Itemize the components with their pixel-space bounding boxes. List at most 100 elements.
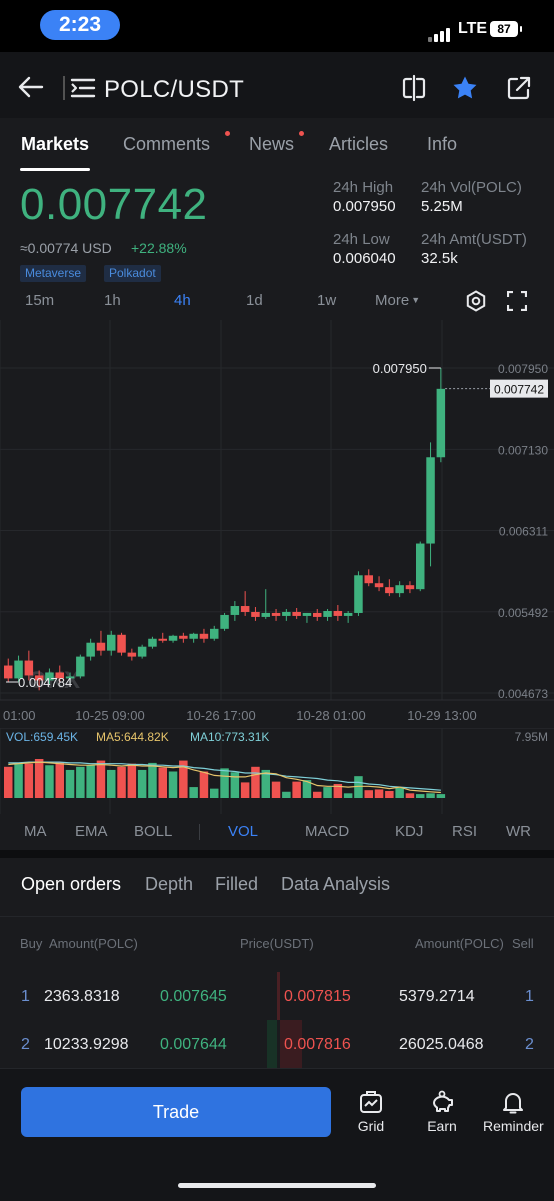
high-marker-label: 0.007950 [373,361,427,376]
grid-button[interactable]: Grid [341,1089,401,1134]
tab-comments[interactable]: Comments [123,134,211,154]
indicator-rsi[interactable]: RSI [452,823,478,840]
sidebar-menu-icon[interactable] [62,74,96,102]
candle-body [127,652,137,657]
tag-polkadot[interactable]: Polkadot [104,265,161,282]
volume-bar [343,793,353,798]
candle-body [282,611,291,616]
candle-body [24,660,34,676]
ob-bid-amount[interactable]: 10233.9298 [44,1036,129,1053]
indicator-wr[interactable]: WR [506,823,531,840]
price-usd: ≈0.00774 USD [20,240,112,256]
reminder-button[interactable]: Reminder [483,1089,544,1134]
volume-bar [354,776,363,798]
candle-body [86,642,95,657]
ob-row-index: 1 [21,988,30,1005]
candle-body [333,610,343,616]
volume-bar [14,762,23,798]
volume-bar [137,769,147,798]
candle-body [405,585,415,590]
network-label: LTE [458,20,488,37]
ma5-label: MA5:644.82K [96,730,169,744]
tab-filled[interactable]: Filled [215,874,259,894]
interval-1h[interactable]: 1h [104,292,121,309]
tab-info[interactable]: Info [427,134,458,154]
candle-body [323,610,332,617]
candle-body [313,612,322,617]
candle-body [230,606,240,615]
compare-icon[interactable] [400,74,428,102]
interval-15m[interactable]: 15m [25,292,55,309]
tab-depth[interactable]: Depth [145,874,194,894]
tab-articles[interactable]: Articles [329,134,389,154]
ob-bid-amount[interactable]: 2363.8318 [44,988,120,1005]
ob-bid-price[interactable]: 0.007645 [160,988,227,1005]
tab-markets[interactable]: Markets [21,134,90,154]
candle-body [158,638,167,641]
indicator-boll[interactable]: BOLL [134,823,173,840]
volume-bar [158,767,167,798]
candle-body [210,628,219,639]
vol-value-label: VOL:659.45K [6,730,78,744]
y-tick-label: 0.005492 [498,606,548,620]
x-tick-label: 01:00 [3,708,36,723]
main-tabs: Markets Comments News Articles Info [0,118,554,174]
candle-body [416,543,425,590]
volume-bar [395,787,404,798]
battery-icon: 87 [490,21,522,37]
ob-ask-price[interactable]: 0.007816 [284,1036,351,1053]
candle-body [251,611,260,617]
indicator-ma[interactable]: MA [24,823,47,840]
candle-body [292,611,301,616]
x-tick-label: 10-28 01:00 [296,708,365,723]
fullscreen-icon[interactable] [507,291,527,311]
amount-label: 24h Amt(USDT) [421,231,527,248]
earn-button[interactable]: Earn [412,1089,472,1134]
volume-bar [65,769,75,798]
ob-ask-amount[interactable]: 26025.0468 [399,1036,484,1053]
indicator-kdj[interactable]: KDJ [395,823,424,840]
volume-max-label: 7.95M [515,730,548,744]
star-icon[interactable] [451,74,479,102]
chart-settings-icon[interactable] [465,290,487,312]
volume-bar [210,788,219,798]
last-price: 0.007742 [20,180,208,229]
current-price-tag [490,379,548,398]
volume-bar [405,793,415,798]
ob-ask-amount[interactable]: 5379.2714 [399,988,475,1005]
price-change: +22.88% [131,240,187,256]
candle-body [189,633,198,639]
x-tick-label: 10-25 09:00 [75,708,144,723]
trade-button[interactable]: Trade [21,1087,331,1137]
interval-more[interactable]: More ▼ [375,292,420,309]
tab-data-analysis[interactable]: Data Analysis [281,874,391,894]
volume-bar [364,790,373,798]
indicator-macd[interactable]: MACD [305,823,350,840]
tab-open-orders[interactable]: Open orders [21,874,122,894]
low-value: 0.006040 [333,250,396,267]
tab-news[interactable]: News [249,134,295,154]
tag-metaverse[interactable]: Metaverse [20,265,87,282]
indicator-ema[interactable]: EMA [75,823,108,840]
back-arrow-icon[interactable] [18,76,44,98]
ob-ask-price[interactable]: 0.007815 [284,988,351,1005]
interval-4h[interactable]: 4h [174,292,191,309]
current-price-label: 0.007742 [494,383,544,397]
candle-body [199,633,209,639]
amount-value: 32.5k [421,250,458,267]
high-value: 0.007950 [333,198,396,215]
indicator-vol[interactable]: VOL [228,823,259,840]
volume-bar [168,771,178,798]
active-tab-indicator [20,168,90,171]
interval-1w[interactable]: 1w [317,292,337,309]
price-chart[interactable]: 0.007950 0.007130 0.006311 0.005492 0.004673… [0,320,554,730]
candle-body [374,583,384,588]
x-tick-label: 10-29 13:00 [407,708,476,723]
section-divider [0,850,554,858]
share-icon[interactable] [505,74,533,102]
order-tabs-divider [0,916,554,917]
interval-1d[interactable]: 1d [246,292,263,309]
ob-head-amount-left: Amount(POLC) [49,936,138,951]
ob-bid-price[interactable]: 0.007644 [160,1036,227,1053]
ob-row-index: 1 [525,988,534,1005]
